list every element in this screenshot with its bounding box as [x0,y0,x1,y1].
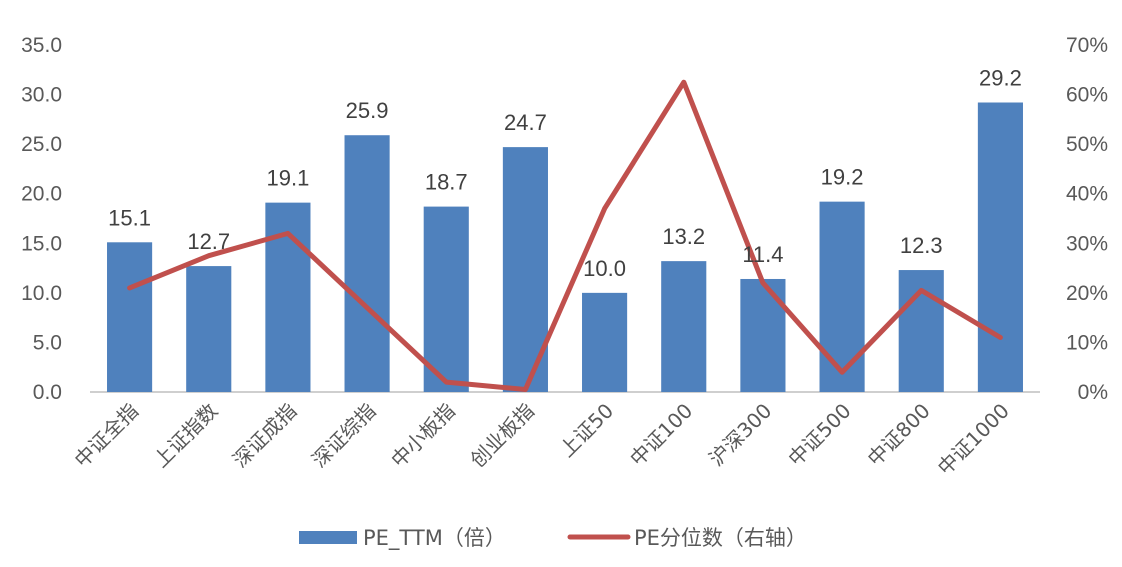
bar [582,292,628,392]
line-path [127,79,1003,392]
bar [107,242,153,392]
legend-bar-label: PE_TTM（倍） [363,526,506,551]
right-axis-tick-label: 10% [1066,331,1108,354]
legend-bar-swatch [299,531,357,544]
category-label: 创业板指 [465,399,539,473]
bar-data-label: 25.9 [346,98,389,123]
right-axis-tick-label: 50% [1066,133,1108,156]
right-axis-tick-label: 30% [1066,232,1108,255]
left-axis-tick-label: 10.0 [21,282,62,305]
bar-data-label: 12.3 [900,233,943,258]
category-label: 上证指数 [149,399,223,473]
bar-data-label: 10.0 [583,256,626,281]
category-label: 中证500 [783,399,855,471]
left-axis-tick-label: 25.0 [21,133,62,156]
bar [423,206,469,392]
left-axis-tick-label: 5.0 [33,331,62,354]
bar-data-label: 19.1 [267,166,310,191]
left-axis-tick-label: 15.0 [21,232,62,255]
left-axis-tick-label: 20.0 [21,183,62,206]
category-label: 沪深300 [704,399,776,471]
bar [977,102,1023,392]
bar-series [107,102,1023,392]
left-axis-tick-label: 35.0 [21,34,62,57]
category-label: 上证50 [555,399,618,462]
legend: PE_TTM（倍） PE分位数（右轴） [299,526,807,551]
left-axis-ticks: 0.0 5.0 10.0 15.0 20.0 25.0 30.0 35.0 [21,34,62,404]
right-axis-tick-label: 70% [1066,34,1108,57]
left-axis-tick-label: 30.0 [21,84,62,107]
category-label: 中证100 [625,399,697,471]
right-axis-ticks: 0% 10% 20% 30% 40% 50% 60% 70% [1066,34,1108,404]
category-label: 中证全指 [70,399,144,473]
bar [344,135,390,392]
bar-data-label: 13.2 [662,224,705,249]
bar [740,278,786,392]
bar-data-label: 15.1 [108,205,151,230]
bar-data-label: 24.7 [504,110,547,135]
category-label: 中证1000 [933,399,1014,480]
right-axis-tick-label: 60% [1066,84,1108,107]
category-label: 中证800 [863,399,935,471]
bar-data-label: 12.7 [187,229,230,254]
right-axis-tick-label: 40% [1066,183,1108,206]
bar [661,261,707,392]
bar [186,266,232,392]
bar [819,201,865,392]
category-label: 中小板指 [386,399,460,473]
bar-data-labels: 15.1 12.7 19.1 25.9 18.7 24.7 10.0 13.2 11.4 19.2… [108,66,1022,281]
line-series [127,79,1003,392]
category-label: 深证综指 [307,399,381,473]
bar-data-label: 19.2 [821,165,864,190]
bar-data-label: 18.7 [425,170,468,195]
left-axis-tick-label: 0.0 [33,381,62,404]
bar-data-label: 29.2 [979,66,1022,91]
legend-line-label: PE分位数（右轴） [634,526,807,550]
bar-data-label: 11.4 [742,242,783,267]
category-label: 深证成指 [228,399,302,473]
category-labels: 中证全指 上证指数 深证成指 深证综指 中小板指 创业板指 上证50 中证100 沪深300 中证… [70,399,1014,480]
right-axis-tick-label: 20% [1066,282,1108,305]
right-axis-tick-label: 0% [1078,381,1108,404]
